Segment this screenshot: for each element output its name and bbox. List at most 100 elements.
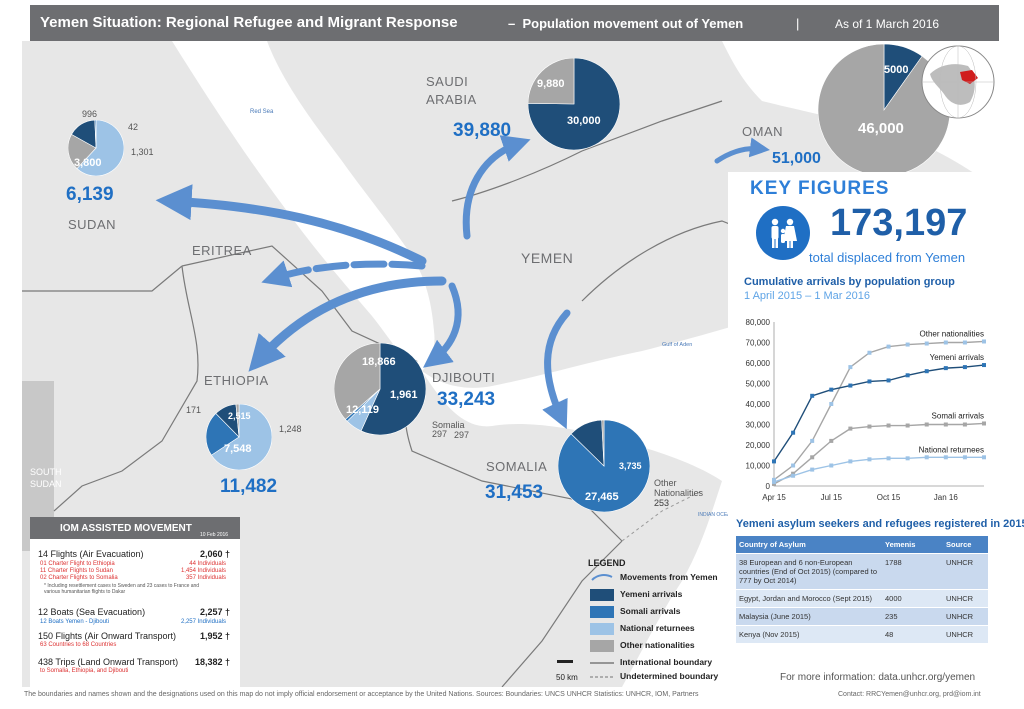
pie-somalia [558, 420, 650, 512]
legend-title: LEGEND [588, 558, 626, 568]
sudan-total: 6,139 [66, 184, 114, 205]
djibouti-label: DJIBOUTI [432, 370, 496, 385]
data-point [943, 455, 948, 460]
asylum-table-title: Yemeni asylum seekers and refugees regis… [736, 518, 1024, 530]
y-tick-label: 30,000 [746, 421, 771, 430]
ethiopia-slice-yemeni: 1,248 [279, 424, 302, 434]
ethiopia-label: ETHIOPIA [204, 373, 269, 388]
data-point [829, 387, 834, 392]
djibouti-total: 33,243 [437, 389, 496, 410]
iom-onward-label: 150 Flights (Air Onward Transport) [38, 631, 177, 641]
y-tick-label: 10,000 [746, 462, 771, 471]
pie-saudi [528, 58, 620, 150]
data-point [924, 369, 929, 374]
iom-sub-value: 357 Individuals [185, 575, 226, 581]
iom-flight-note: * Including resettlement cases to Sweden… [44, 583, 200, 595]
data-point [924, 455, 929, 460]
legend-somali-swatch [590, 606, 614, 618]
table-cell: 235 [882, 607, 943, 626]
data-point [829, 438, 834, 443]
djibouti-somalia-note: Somalia 297 [432, 420, 465, 439]
pie-slice-national [76, 120, 124, 176]
data-point [982, 421, 986, 426]
data-point [772, 477, 776, 482]
data-point [905, 456, 910, 461]
arrow-to-eritrea [261, 260, 426, 288]
saudi-slice-yemeni: 30,000 [567, 115, 601, 127]
table-row: Kenya (Nov 2015) 48 UNHCR [736, 625, 988, 643]
y-tick-label: 40,000 [746, 400, 771, 409]
oman-slice-other: 46,000 [858, 120, 904, 137]
footer-contact: Contact: RRCYemen@unhcr.org, prd@iom.int [838, 691, 981, 698]
iom-header: IOM ASSISTED MOVEMENT 10 Feb 2016 [30, 517, 240, 539]
pie-slice-other [235, 404, 240, 438]
series-label: Yemeni arrivals [930, 353, 984, 362]
y-tick-label: 50,000 [746, 380, 771, 389]
djibouti-slice-other: 12,119 [346, 404, 380, 416]
iom-trips-label: 438 Trips (Land Onward Transport) [38, 657, 179, 667]
iom-flight-sub-2: 11 Charter Flights to Sudan 1,454 Individ… [40, 568, 236, 574]
data-point [848, 459, 853, 464]
arrow-to-djibouti [423, 282, 462, 368]
gulf-of-aden-label: Gulf of Aden [662, 342, 692, 348]
iom-sub-label: 01 Charter Flight to Ethiopia [40, 561, 115, 567]
iom-onward-value: 1,952 † [199, 631, 230, 641]
djibouti-slice-national: 1,961 [390, 389, 418, 401]
data-point [848, 383, 853, 388]
iom-flight-sub-1: 01 Charter Flight to Ethiopia 44 Individu… [40, 561, 236, 567]
movement-arrows [155, 135, 770, 430]
pie-slice-somali [94, 120, 97, 149]
table-cell: Malaysia (June 2015) [736, 607, 882, 626]
title-dash: – [508, 16, 516, 31]
x-tick-label: Jul 15 [821, 493, 843, 502]
ethiopia-slice-national: 7,548 [224, 443, 252, 455]
iom-onward-sub: 63 Countries to 68 Countries [40, 642, 117, 648]
somalia-total: 31,453 [485, 482, 544, 503]
table-cell: 1788 [882, 553, 943, 590]
legend-national: National returnees [620, 623, 695, 633]
col-country-header: Country of Asylum [736, 536, 882, 554]
red-sea-label: Red Sea [250, 109, 274, 115]
chart-title: Cumulative arrivals by population group [744, 276, 955, 288]
legend-undetermined: Undetermined boundary [620, 671, 719, 681]
table-cell: 38 European and 6 non-European countries… [736, 553, 882, 590]
iom-air-onward: 150 Flights (Air Onward Transport) 1,952… [38, 631, 238, 641]
arrow-to-somalia [542, 309, 571, 430]
yemen-label: YEMEN [521, 250, 574, 266]
data-point [962, 422, 967, 427]
data-point [962, 455, 967, 460]
header-bar: Yemen Situation: Regional Refugee and Mi… [30, 5, 999, 41]
table-cell: Egypt, Jordan and Morocco (Sept 2015) [736, 589, 882, 608]
data-point [829, 402, 834, 406]
legend-yemeni-swatch [590, 589, 614, 601]
oman-label: OMAN [742, 124, 783, 139]
series-line [773, 364, 985, 462]
ethiopia-slice-somali: 2,515 [228, 411, 251, 421]
more-info-link[interactable]: For more information: data.unhcr.org/yem… [780, 672, 976, 683]
iom-trips-value: 18,382 † [194, 657, 230, 667]
col-yemenis-header: Yemenis [882, 536, 943, 554]
scale-label: 50 km [556, 673, 578, 682]
indian-ocean-label: INDIAN OCEAN [698, 512, 735, 518]
y-tick-label: 70,000 [746, 339, 771, 348]
sudan-label: SUDAN [68, 217, 117, 232]
data-point [886, 456, 891, 461]
data-point [905, 342, 910, 347]
table-cell: Kenya (Nov 2015) [736, 625, 882, 643]
iom-sub-value: 2,257 Individuals [180, 619, 226, 625]
data-point [867, 457, 872, 462]
data-point [962, 365, 967, 370]
table-row: Malaysia (June 2015) 235 UNHCR [736, 607, 988, 626]
saudi-slice-other: 9,880 [537, 78, 565, 90]
sudan-slice-somali: 42 [128, 122, 139, 132]
pie-slice-other [601, 420, 605, 467]
data-point [772, 481, 776, 486]
series-line [773, 340, 985, 481]
data-point [943, 366, 948, 371]
data-point [886, 344, 891, 349]
pie-oman [818, 44, 950, 176]
series-label: National returnees [919, 445, 984, 454]
iom-sub-label: 02 Charter Flights to Somalia [40, 575, 118, 581]
data-point [791, 463, 796, 468]
scale-bar: 50 km [556, 660, 578, 682]
